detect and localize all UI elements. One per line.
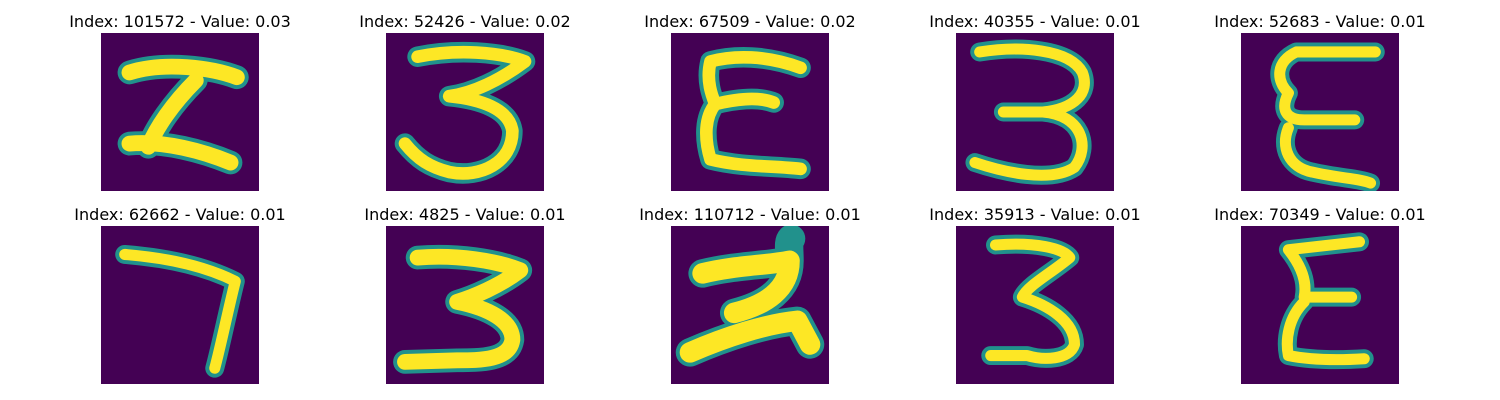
panel-title: Index: 67509 - Value: 0.02 [644,12,856,31]
image-panel: Index: 52426 - Value: 0.02 [320,12,610,202]
digit-image [386,226,544,384]
image-panel: Index: 70349 - Value: 0.01 [1175,205,1465,395]
digit-image [101,226,259,384]
image-panel: Index: 110712 - Value: 0.01 [605,205,895,395]
image-panel: Index: 40355 - Value: 0.01 [890,12,1180,202]
panel-title: Index: 101572 - Value: 0.03 [69,12,291,31]
panel-title: Index: 4825 - Value: 0.01 [364,205,566,224]
digit-image [1241,33,1399,191]
digit-image [956,226,1114,384]
image-panel: Index: 101572 - Value: 0.03 [35,12,325,202]
panel-title: Index: 35913 - Value: 0.01 [929,205,1141,224]
digit-image [956,33,1114,191]
panel-title: Index: 110712 - Value: 0.01 [639,205,861,224]
panel-title: Index: 40355 - Value: 0.01 [929,12,1141,31]
digit-image [101,33,259,191]
image-panel: Index: 35913 - Value: 0.01 [890,205,1180,395]
panel-title: Index: 52683 - Value: 0.01 [1214,12,1426,31]
panel-title: Index: 70349 - Value: 0.01 [1214,205,1426,224]
digit-image [671,33,829,191]
panel-title: Index: 62662 - Value: 0.01 [74,205,286,224]
image-panel: Index: 4825 - Value: 0.01 [320,205,610,395]
image-panel: Index: 67509 - Value: 0.02 [605,12,895,202]
panel-title: Index: 52426 - Value: 0.02 [359,12,571,31]
digit-image [1241,226,1399,384]
image-panel: Index: 52683 - Value: 0.01 [1175,12,1465,202]
image-panel: Index: 62662 - Value: 0.01 [35,205,325,395]
digit-image [386,33,544,191]
digit-image [671,226,829,384]
